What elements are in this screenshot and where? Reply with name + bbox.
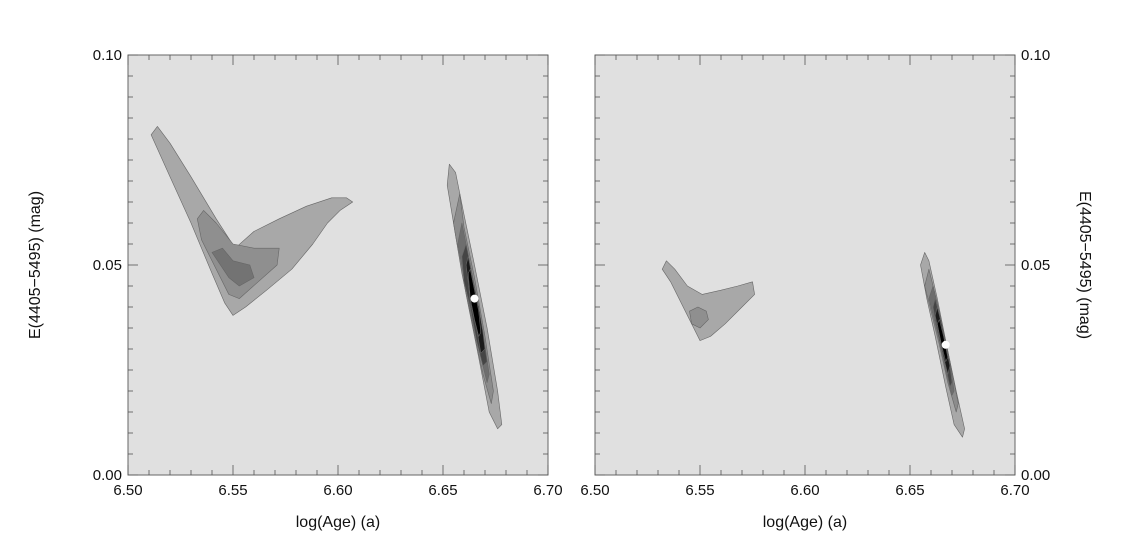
panel-left-x-axis-label: log(Age) (a) xyxy=(296,514,380,531)
panel-right-y-tick-label: 0.10 xyxy=(1021,47,1050,64)
panel-right-contour-level-2-1 xyxy=(689,306,709,329)
panel-left-x-tick-label: 6.65 xyxy=(428,482,457,499)
panel-right-y-tick-label: 0.00 xyxy=(1021,467,1050,484)
panel-left-x-tick-label: 6.50 xyxy=(113,482,142,499)
panel-left-y-tick-label: 0.00 xyxy=(93,467,122,484)
panel-right-best-fit-marker xyxy=(941,340,950,349)
panel-right-contour-level-1-0 xyxy=(661,260,755,341)
panel-right-contour-level-6-7 xyxy=(936,319,949,362)
panel-left-contour-level-3-2 xyxy=(211,247,255,287)
panel-right-x-tick-label: 6.65 xyxy=(895,482,924,499)
panel-left-x-tick-label: 6.70 xyxy=(533,482,562,499)
panel-left-best-fit-marker xyxy=(470,294,479,303)
panel-left: 6.50 6.55 6.60 6.65 6.70 0.00 0.05 0.10 log(Age)… xyxy=(27,47,563,531)
panel-right-x-axis-label: log(Age) (a) xyxy=(763,514,847,531)
panel-right-y-axis-label: E(4405−5495) (mag) xyxy=(1076,191,1093,339)
panel-left-x-tick-label: 6.55 xyxy=(218,482,247,499)
panel-left-contour-level-2-1 xyxy=(197,210,280,299)
panel-left-contour-level-6-8 xyxy=(467,268,482,337)
panel-left-y-tick-label: 0.10 xyxy=(93,47,122,64)
panel-left-y-axis-label: E(4405−5495) (mag) xyxy=(27,191,44,339)
panel-right-x-tick-label: 6.55 xyxy=(685,482,714,499)
panel-right-y-tick-label: 0.05 xyxy=(1021,257,1050,274)
panel-right-x-tick-label: 6.70 xyxy=(1000,482,1029,499)
panel-left-x-tick-label: 6.60 xyxy=(323,482,352,499)
panel-right-x-tick-label: 6.50 xyxy=(580,482,609,499)
panel-left-y-tick-label: 0.05 xyxy=(93,257,122,274)
panel-right-x-tick-label: 6.60 xyxy=(790,482,819,499)
panel-left-plot-area xyxy=(128,55,548,475)
panel-right: 6.50 6.55 6.60 6.65 6.700.00 0.05 0.10 log(Age)… xyxy=(580,47,1093,531)
